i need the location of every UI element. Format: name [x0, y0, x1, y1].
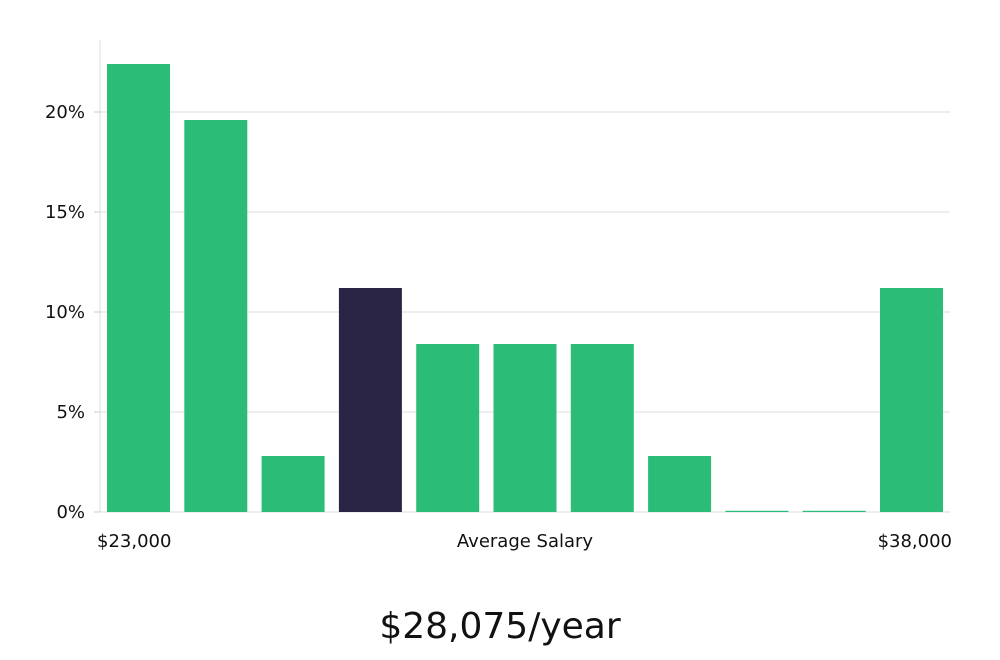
average-salary-value: $28,075/year	[379, 606, 621, 647]
bar	[493, 344, 557, 512]
y-tick-label: 15%	[45, 202, 85, 223]
bars	[107, 64, 943, 512]
y-tick-label: 0%	[56, 502, 85, 523]
bar	[880, 288, 943, 512]
bar	[107, 64, 170, 512]
bar	[184, 120, 248, 512]
x-min-label: $23,000	[97, 531, 171, 552]
bar	[261, 456, 325, 512]
bar	[570, 344, 634, 512]
x-axis-title: Average Salary	[457, 531, 594, 552]
bar	[648, 456, 712, 512]
bar	[725, 510, 789, 512]
y-axis-ticks: 0% 5% 10% 15% 20%	[45, 102, 100, 523]
bar	[416, 344, 480, 512]
bar-highlighted	[338, 288, 402, 512]
x-max-label: $38,000	[878, 531, 952, 552]
y-tick-label: 20%	[45, 102, 85, 123]
bar	[802, 510, 866, 512]
y-tick-label: 10%	[45, 302, 85, 323]
salary-histogram: 0% 5% 10% 15% 20% $23,000 Average Salary $38…	[45, 40, 952, 552]
y-tick-label: 5%	[56, 402, 85, 423]
